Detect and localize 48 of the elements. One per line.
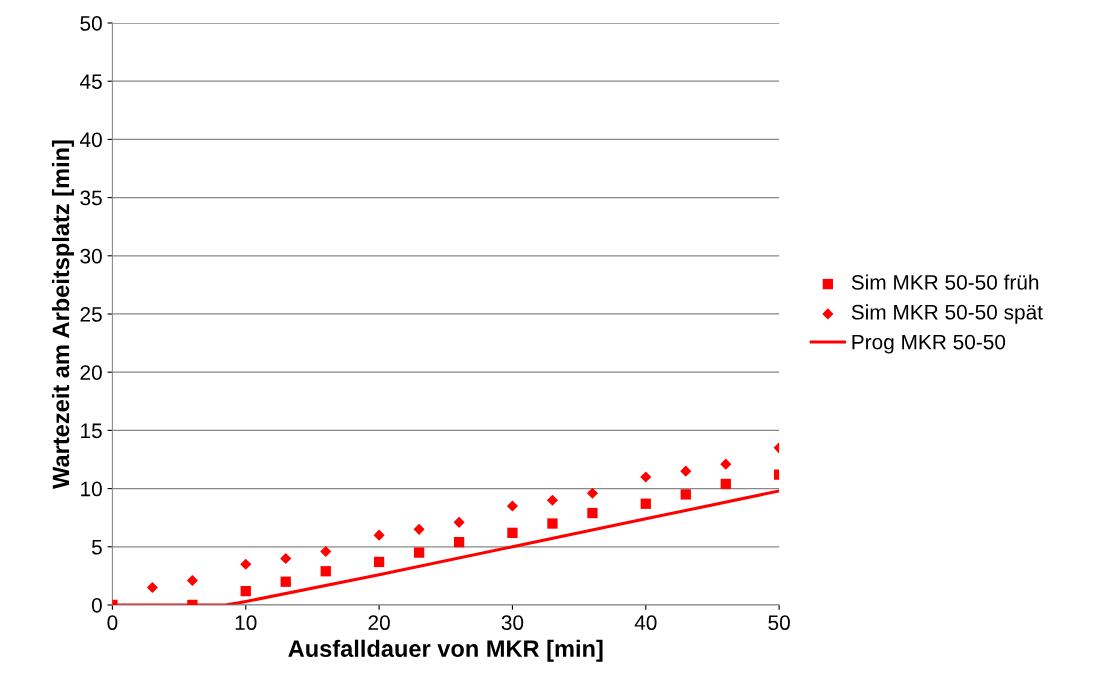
point [546,494,558,506]
point [146,581,158,594]
y-axis-title: Wartezeit am Arbeitsplatz [min] [51,140,74,489]
x-tick-label: 30 [501,615,524,631]
point [507,527,518,538]
y-tick-label: 30 [80,248,102,264]
x-tick-label: 10 [235,615,257,631]
point [453,516,465,528]
point [320,545,332,558]
point [720,458,732,470]
point [640,498,651,509]
y-tick-label: 0 [91,598,102,613]
y-tick-label: 25 [80,307,102,322]
y-tick-label: 20 [80,365,102,380]
point [587,507,598,519]
point [280,552,292,564]
y-tick-label: 35 [80,190,102,206]
point [240,585,251,597]
y-tick-label: 40 [79,132,102,148]
point [373,529,385,541]
point [280,576,291,587]
point [720,478,731,490]
point [586,487,598,499]
point [453,536,465,548]
point [680,465,692,477]
point [320,566,331,577]
y-tick-label: 15 [81,423,102,439]
point [547,518,558,529]
y-tick-label: 50 [80,16,102,31]
point [413,547,425,558]
y-tick-label: 5 [91,540,102,555]
y-tick-label: 45 [79,74,102,89]
point [240,558,252,570]
x-tick-label: 50 [768,615,790,631]
point [680,489,691,500]
x-tick-label: 0 [107,615,118,631]
point [413,523,425,535]
x-tick-label: 40 [634,615,657,631]
x-tick-label: 20 [368,615,390,631]
point [506,500,518,512]
x-axis-title: Ausfalldauer von MKR [min] [288,639,603,662]
point [373,556,385,568]
legend-label: Sim MKR 50-50 spät [851,304,1043,324]
point [186,575,198,587]
legend-label: Sim MKR 50-50 früh [851,274,1039,290]
point [640,471,652,483]
y-tick-label: 10 [81,481,102,497]
legend-label: Prog MKR 50-50 [852,334,1006,354]
